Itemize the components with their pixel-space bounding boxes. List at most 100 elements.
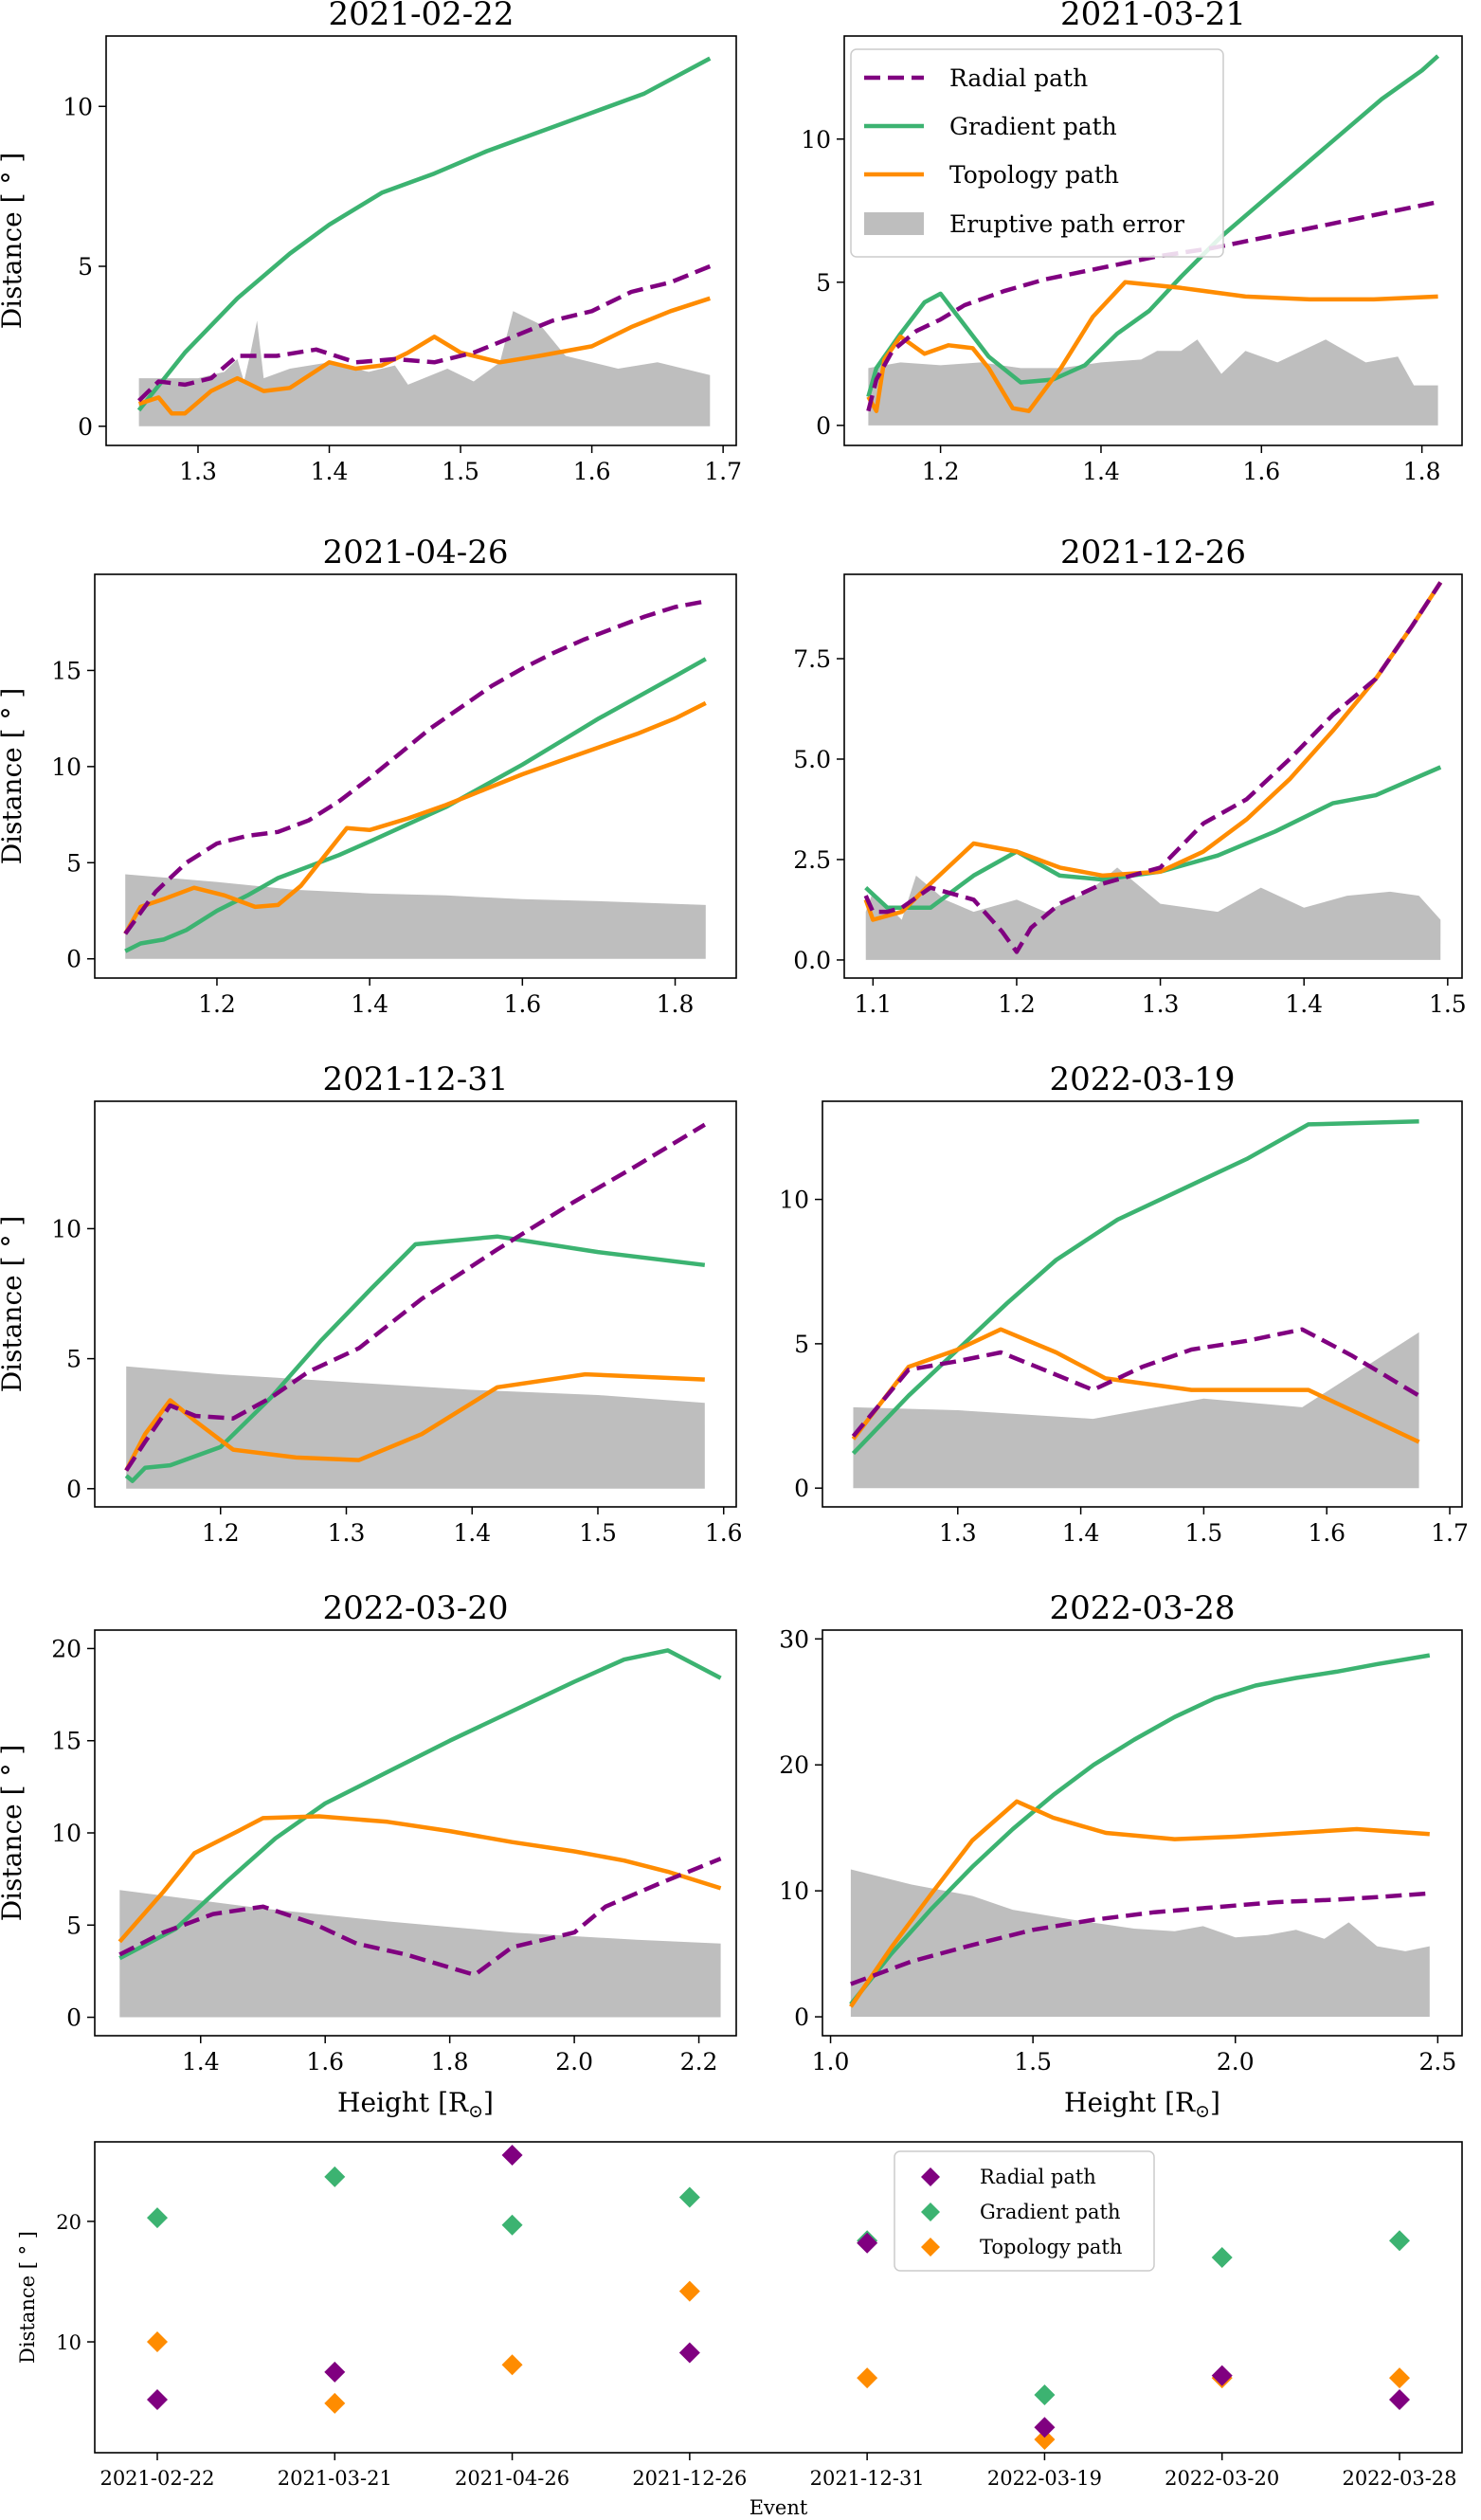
- legend-label-topology: Topology path: [949, 161, 1119, 189]
- x-tick-label: 1.8: [1403, 458, 1441, 485]
- topology-line: [849, 1799, 1430, 2008]
- marker-gradient: [1034, 2384, 1056, 2405]
- y-tick-label: 15: [51, 657, 81, 684]
- x-tick-label: 1.4: [1285, 990, 1323, 1018]
- y-tick-label: 5: [66, 849, 81, 877]
- x-tick-label: 1.4: [351, 990, 388, 1018]
- x-tick-label: 2.2: [680, 2048, 718, 2076]
- marker-topology: [324, 2392, 346, 2414]
- y-tick-label: 5.0: [793, 746, 831, 773]
- topology-line: [851, 1327, 1420, 1444]
- x-tick-label: 2021-12-26: [632, 2467, 747, 2490]
- marker-topology: [678, 2280, 700, 2302]
- x-tick-label: 1.3: [328, 1519, 366, 1547]
- radial-line: [123, 599, 707, 935]
- legend-box: [850, 48, 1224, 258]
- x-tick-label: 2021-02-22: [99, 2467, 214, 2490]
- y-axis-label: Distance [ ° ]: [0, 1216, 27, 1393]
- x-tick-label: 1.6: [1242, 458, 1280, 485]
- y-tick-label: 10: [56, 2331, 81, 2354]
- marker-topology: [857, 2367, 878, 2389]
- x-tick-label: 1.4: [1062, 1519, 1100, 1547]
- radial-line: [118, 1857, 722, 1978]
- panel-2022-03-28: 1.0 1.5 2.0 2.5 0 10 20 30 2022-03-28 Height [R⊙]: [779, 1589, 1463, 2122]
- legend: Radial path Gradient path Topology path Eru…: [850, 48, 1224, 258]
- gradient-line: [136, 56, 712, 412]
- y-tick-label: 0: [816, 412, 831, 440]
- marker-topology: [501, 2354, 523, 2376]
- y-tick-label: 10: [51, 1215, 81, 1242]
- gradient-line: [851, 1119, 1419, 1456]
- error-band: [868, 339, 1438, 426]
- y-tick-label: 10: [801, 126, 831, 154]
- panel-title: 2022-03-19: [1049, 1061, 1235, 1098]
- summary-panel: 2021-02-22 2021-03-21 2021-04-26 2021-12-26…: [16, 2141, 1463, 2519]
- y-tick-label: 10: [51, 1820, 81, 1847]
- x-tick-label: 2.5: [1418, 2048, 1456, 2076]
- x-tick-label: 1.5: [442, 458, 479, 485]
- axes-frame: [94, 1100, 737, 1508]
- y-tick-label: 5: [794, 1331, 809, 1358]
- x-axis-label: Height [R⊙]: [1064, 2087, 1220, 2122]
- legend-label-topology: Topology path: [980, 2236, 1122, 2258]
- legend-label-gradient: Gradient path: [980, 2201, 1121, 2223]
- panel-title: 2021-02-22: [328, 0, 514, 33]
- y-tick-label: 2.5: [793, 846, 831, 874]
- marker-gradient: [1211, 2247, 1233, 2269]
- panel-2021-04-26: 1.2 1.4 1.6 1.8 0 5 10 15 2021-04-26 Distance [ °…: [0, 534, 737, 1018]
- x-tick-label: 1.7: [704, 458, 742, 485]
- gradient-line: [124, 657, 707, 953]
- legend-label-error: Eruptive path error: [949, 210, 1184, 238]
- x-tick-label: 1.2: [198, 990, 236, 1018]
- axes-frame: [105, 35, 737, 446]
- legend-label-gradient: Gradient path: [949, 113, 1117, 140]
- marker-radial: [1389, 2389, 1410, 2411]
- error-band: [125, 874, 706, 959]
- x-tick-label: 2021-12-31: [810, 2467, 925, 2490]
- gradient-line: [864, 765, 1442, 911]
- marker-gradient: [147, 2207, 168, 2229]
- x-tick-label: 1.5: [1185, 1519, 1223, 1547]
- radial-line: [866, 199, 1439, 412]
- x-axis-label: Event: [750, 2496, 808, 2519]
- marker-gradient: [501, 2214, 523, 2236]
- radial-line: [863, 581, 1443, 954]
- marker-topology: [147, 2331, 168, 2353]
- marker-topology: [1389, 2367, 1410, 2389]
- panel-2021-02-22: 1.3 1.4 1.5 1.6 1.7 0 5 10 2021-02-22 Distance [ …: [0, 0, 742, 485]
- marker-gradient: [1389, 2230, 1410, 2252]
- gradient-line: [118, 1648, 722, 1961]
- error-band: [853, 1332, 1419, 1489]
- panel-title: 2021-12-31: [322, 1061, 508, 1098]
- legend-label-radial: Radial path: [949, 64, 1088, 92]
- panel-2022-03-19: 1.3 1.4 1.5 1.6 1.7 0 5 10 2022-03-19: [779, 1061, 1469, 1547]
- topology-line: [124, 1371, 705, 1472]
- marker-radial: [324, 2361, 346, 2383]
- topology-line: [123, 700, 707, 935]
- axes-frame: [822, 1629, 1463, 2037]
- marker-radial: [147, 2389, 168, 2411]
- x-tick-label: 1.4: [182, 2048, 220, 2076]
- y-tick-label: 0: [66, 946, 81, 973]
- error-band: [126, 1366, 705, 1489]
- radial-line: [851, 1327, 1420, 1438]
- x-tick-label: 1.5: [1429, 990, 1467, 1018]
- gradient-line: [849, 1653, 1431, 2006]
- x-tick-label: 1.4: [1082, 458, 1120, 485]
- x-tick-label: 1.3: [1142, 990, 1180, 1018]
- panel-2021-03-21: 1.2 1.4 1.6 1.8 0 5 10 2021-03-21 Radial path Gra…: [801, 0, 1463, 485]
- panel-2021-12-31: 1.2 1.3 1.4 1.5 1.6 0 5 10 2021-12-31 Distance [ …: [0, 1061, 743, 1547]
- y-tick-label: 30: [779, 1625, 809, 1653]
- gradient-line: [866, 54, 1440, 398]
- x-tick-label: 1.2: [922, 458, 960, 485]
- y-tick-label: 5: [66, 1912, 81, 1939]
- y-tick-label: 10: [51, 753, 81, 781]
- y-tick-label: 20: [51, 1635, 81, 1662]
- x-tick-label: 1.3: [179, 458, 217, 485]
- marker-gradient: [678, 2186, 700, 2208]
- topology-line: [117, 1814, 722, 1944]
- marker-radial: [857, 2232, 878, 2254]
- radial-line: [137, 263, 712, 403]
- x-tick-label: 1.6: [705, 1519, 743, 1547]
- panel-2021-12-26: 1.1 1.2 1.3 1.4 1.5 0.0 2.5 5.0 7.5 2021-12-26: [793, 534, 1466, 1018]
